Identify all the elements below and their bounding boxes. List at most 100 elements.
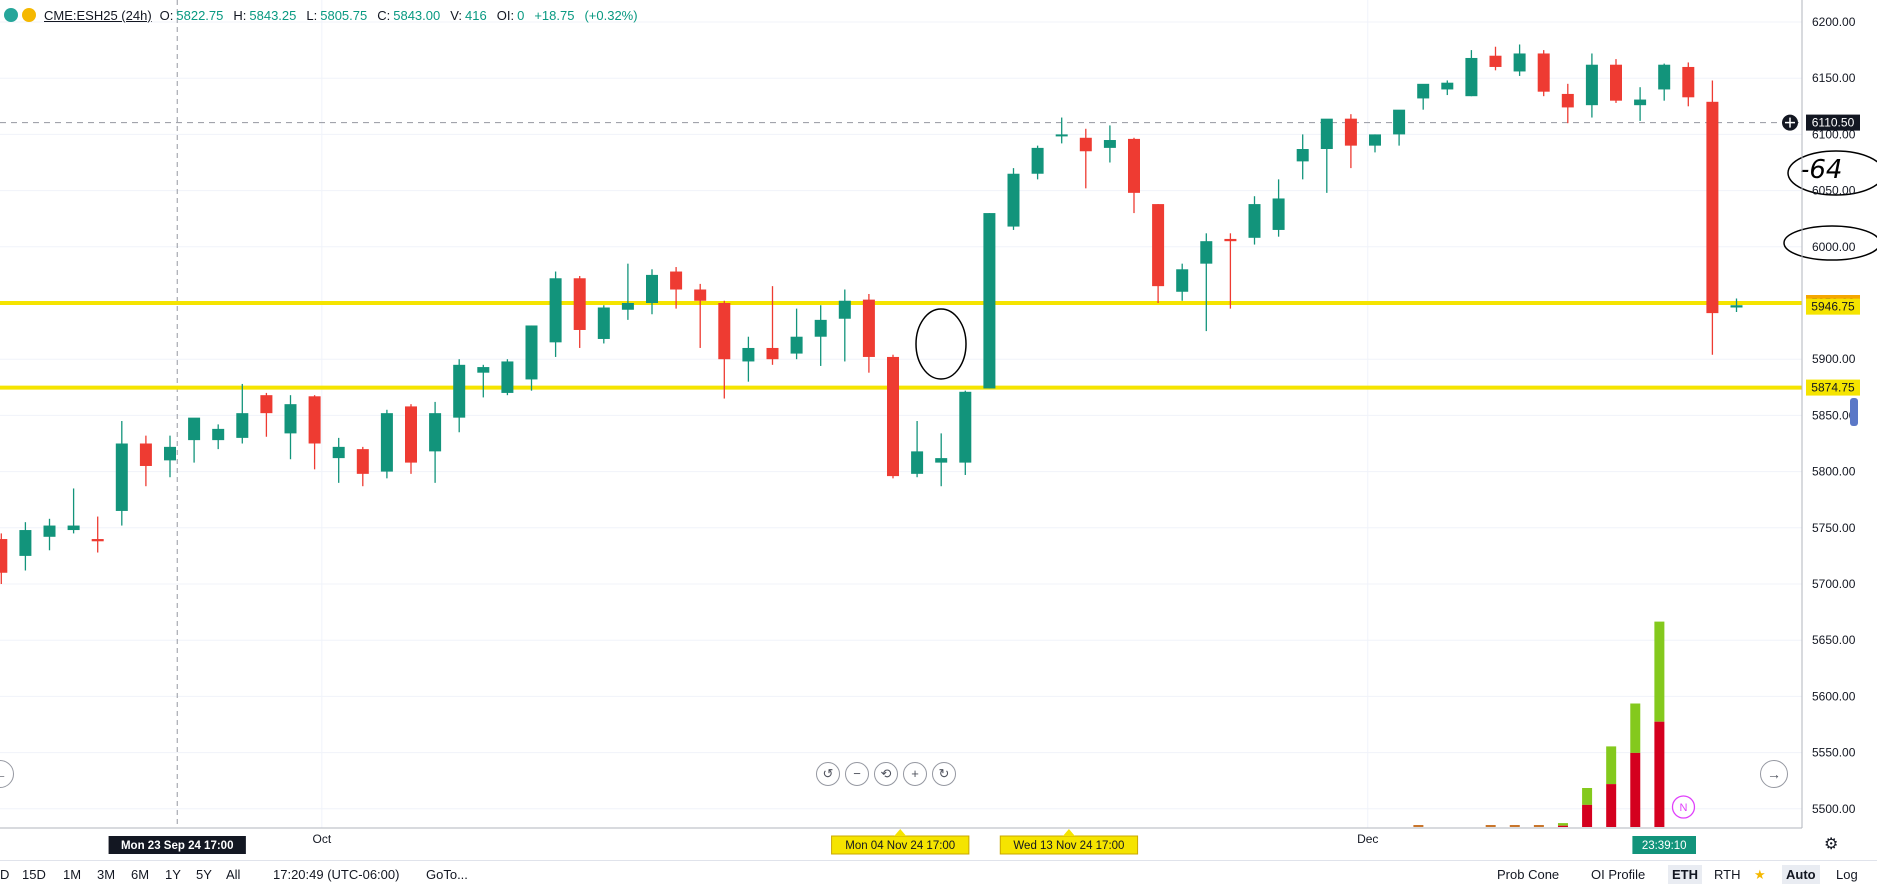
candle-up [1272, 198, 1285, 230]
candle-up [164, 446, 176, 461]
prob-cone-button[interactable]: Prob Cone [1497, 867, 1560, 882]
auto-scale-toggle[interactable]: Auto [1782, 865, 1820, 884]
candle-up [1176, 269, 1189, 292]
eth-toggle[interactable]: ETH [1668, 865, 1702, 884]
bottom-toolbar: D 15D 1M 3M 6M 1Y 5Y All 17:20:49 (UTC-0… [0, 860, 1877, 889]
candles [0, 44, 1743, 584]
range-6m[interactable]: 6M [131, 867, 150, 882]
candle-down [718, 303, 731, 360]
redo-icon[interactable]: ↻ [932, 762, 956, 786]
price-label-5874.75: 5874.75 [1811, 381, 1855, 395]
change-percent: (+0.32%) [584, 7, 638, 23]
candle-up [1634, 99, 1647, 106]
price-tick-label: 5550.00 [1812, 746, 1856, 760]
range-5y[interactable]: 5Y [196, 867, 212, 882]
candle-down [1706, 101, 1719, 314]
range-15d[interactable]: 15D [22, 867, 46, 882]
volume-label: V: [450, 7, 463, 23]
undo-icon[interactable]: ↺ [816, 762, 840, 786]
candle-down [1561, 93, 1574, 108]
candle-up [212, 428, 225, 441]
candle-down [139, 443, 152, 466]
annotation-text: -64 [1800, 155, 1842, 185]
candle-up [549, 278, 562, 343]
annotation-circle [1783, 225, 1877, 261]
symbol-name[interactable]: CME:ESH25 (24h) [44, 7, 152, 23]
volume-value: 416 [465, 7, 487, 23]
time-axis[interactable]: Oct Dec [0, 827, 1802, 846]
volume-bar [1533, 825, 1544, 827]
candle-up [1296, 149, 1309, 162]
candle-up [19, 530, 32, 556]
log-scale-toggle[interactable]: Log [1836, 867, 1858, 882]
candle-down [766, 347, 779, 360]
high-label: H: [233, 7, 247, 23]
candle-up [597, 307, 610, 339]
candle-up [115, 443, 128, 511]
candle-up [621, 303, 634, 310]
price-tick-label: 5800.00 [1812, 465, 1856, 479]
candle-up [1031, 147, 1044, 174]
candle-up [501, 361, 514, 393]
reset-zoom-icon[interactable]: ⟲ [874, 762, 898, 786]
candle-up [236, 413, 249, 438]
annotation-circle [1787, 150, 1877, 196]
candle-down [1344, 118, 1357, 146]
candle-down [670, 271, 683, 290]
price-tick-label: 5500.00 [1812, 802, 1856, 816]
candle-up [1369, 134, 1381, 146]
clock-time[interactable]: 17:20:49 (UTC-06:00) [273, 867, 400, 882]
rth-toggle[interactable]: RTH [1714, 867, 1741, 882]
candle-up [1103, 140, 1116, 148]
candle-down [0, 539, 8, 573]
candle-up [983, 213, 996, 389]
price-tick-label: 5900.00 [1812, 352, 1856, 366]
candle-up [1200, 241, 1213, 264]
volume-bar-down [1557, 825, 1568, 827]
candle-up [911, 451, 924, 474]
time-tick-label: Oct [312, 832, 331, 846]
symbol-legend: CME:ESH25 (24h) O: 5822.75 H: 5843.25 L: 58… [4, 5, 648, 25]
volume-bar [1485, 825, 1496, 827]
volume-bar-up [1606, 746, 1617, 785]
news-marker-icon [1671, 795, 1696, 819]
candle-up [838, 300, 851, 319]
high-value: 5843.25 [249, 7, 297, 23]
chart-area[interactable]: -64 6200.00 6150.00 6100.00 6050.00 6000.00 5… [0, 0, 1877, 860]
goto-button[interactable]: GoTo... [426, 867, 468, 882]
price-tick-label: 6000.00 [1812, 240, 1856, 254]
range-1y[interactable]: 1Y [165, 867, 181, 882]
candle-up [1055, 134, 1068, 137]
gear-icon[interactable]: ⚙ [1824, 836, 1839, 853]
range-all[interactable]: All [226, 867, 241, 882]
close-value: 5843.00 [393, 7, 441, 23]
price-label-bg [1806, 298, 1860, 315]
candle-down [91, 539, 104, 542]
range-3m[interactable]: 3M [97, 867, 116, 882]
candle-up [1007, 173, 1020, 227]
oi-profile-button[interactable]: OI Profile [1591, 867, 1646, 882]
candle-down [1489, 55, 1502, 67]
volume-bar [1413, 825, 1424, 827]
zoom-out-icon[interactable]: − [845, 762, 869, 786]
price-tick-label: 5700.00 [1812, 577, 1856, 591]
star-icon[interactable]: ★ [1754, 867, 1766, 882]
zoom-in-icon[interactable]: + [903, 762, 927, 786]
candle-down [1610, 64, 1622, 101]
price-tick-label: 6150.00 [1812, 71, 1856, 85]
time-label-green: 23:39:10 [1642, 840, 1687, 852]
low-value: 5805.75 [320, 7, 368, 23]
volume-bar-up [1630, 703, 1641, 753]
news-marker-label: N [1680, 802, 1688, 814]
range-d[interactable]: D [0, 867, 10, 882]
range-1m[interactable]: 1M [63, 867, 82, 882]
grid-lines [0, 0, 1802, 828]
price-label-bg [1806, 379, 1860, 396]
volume-bar-up [1557, 823, 1568, 826]
candle-up [1417, 83, 1430, 99]
candle-down [405, 406, 417, 463]
candle-up [525, 325, 538, 380]
candle-up [1248, 204, 1261, 238]
scroll-right-icon[interactable]: → [1760, 760, 1788, 788]
